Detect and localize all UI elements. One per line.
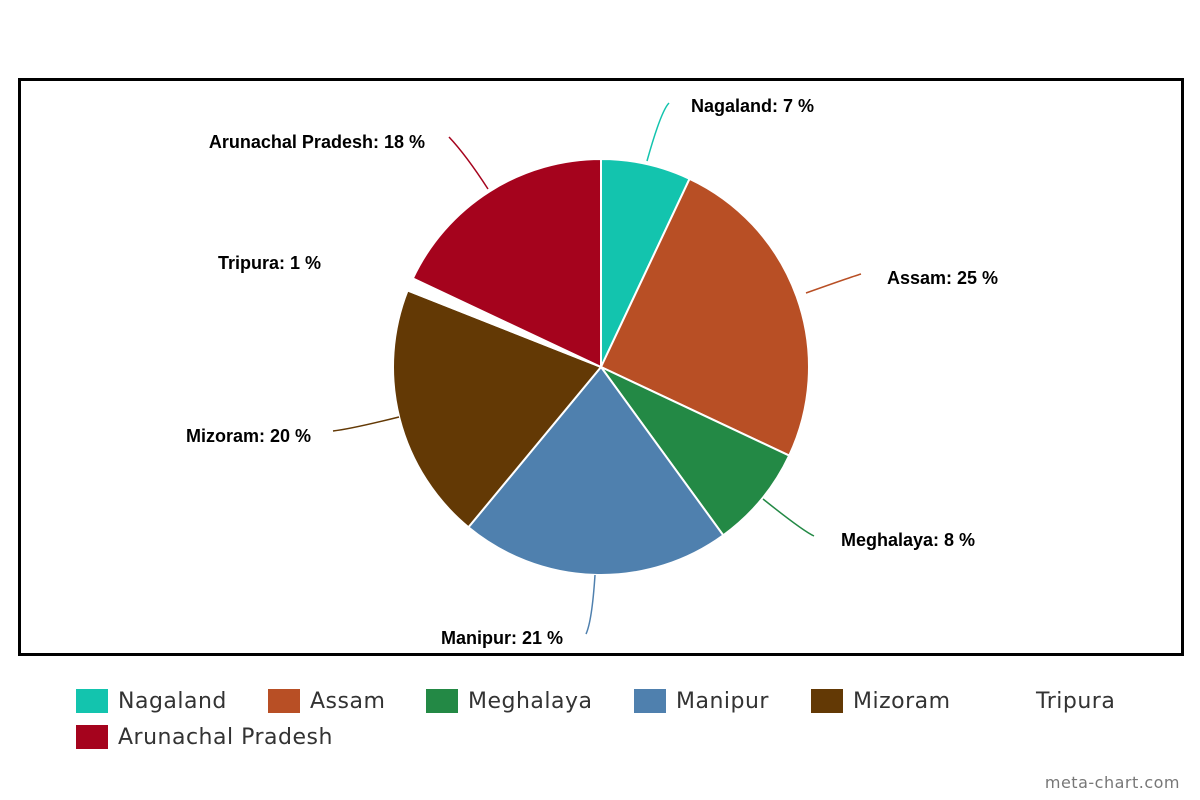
data-label-manipur: Manipur: 21 % — [441, 628, 563, 648]
legend-swatch-arunachal-pradesh — [76, 725, 108, 749]
pie-slice-manipur[interactable] — [467, 365, 725, 577]
legend-label-assam: Assam — [310, 688, 386, 714]
legend-swatch-tripura — [994, 689, 1026, 713]
credit-text: meta-chart.com — [1044, 773, 1180, 792]
pie-chart: Nagaland: 7 % Assam: 25 % Meghalaya: 8 % Ma… — [186, 96, 998, 648]
pie-slice-mizoram[interactable] — [392, 289, 603, 529]
legend-label-nagaland: Nagaland — [118, 688, 227, 714]
label-connector-meghalaya — [762, 498, 815, 537]
legend-item-tripura[interactable]: Tripura — [994, 688, 1115, 714]
legend-item-nagaland[interactable]: Nagaland — [76, 688, 227, 714]
legend-item-meghalaya[interactable]: Meghalaya — [426, 688, 593, 714]
label-connector-assam — [805, 273, 862, 294]
data-label-tripura: Tripura: 1 % — [218, 253, 321, 273]
label-connector-mizoram — [332, 416, 400, 432]
data-label-arunachal-pradesh: Arunachal Pradesh: 18 % — [209, 132, 425, 152]
legend-swatch-assam — [268, 689, 300, 713]
pie-slice-arunachal-pradesh[interactable] — [411, 157, 602, 369]
data-label-nagaland: Nagaland: 7 % — [691, 96, 814, 116]
pie-slice-meghalaya[interactable] — [600, 366, 791, 537]
legend-swatch-mizoram — [811, 689, 843, 713]
pie-slice-assam[interactable] — [599, 177, 810, 457]
legend-swatch-manipur — [634, 689, 666, 713]
legend-label-manipur: Manipur — [676, 688, 769, 714]
chart-frame: Nagaland: 7 % Assam: 25 % Meghalaya: 8 % Ma… — [18, 78, 1184, 656]
label-connector-arunachal-pradesh — [448, 136, 489, 190]
legend-item-mizoram[interactable]: Mizoram — [811, 688, 951, 714]
legend-label-meghalaya: Meghalaya — [468, 688, 593, 714]
legend-item-arunachal-pradesh[interactable]: Arunachal Pradesh — [76, 724, 333, 750]
data-label-mizoram: Mizoram: 20 % — [186, 426, 311, 446]
label-connector-manipur — [585, 574, 596, 635]
legend-swatch-meghalaya — [426, 689, 458, 713]
legend-label-arunachal-pradesh: Arunachal Pradesh — [118, 724, 333, 750]
data-label-assam: Assam: 25 % — [887, 268, 998, 288]
data-label-meghalaya: Meghalaya: 8 % — [841, 530, 975, 550]
legend-swatch-nagaland — [76, 689, 108, 713]
legend-item-manipur[interactable]: Manipur — [634, 688, 769, 714]
legend-item-assam[interactable]: Assam — [268, 688, 385, 714]
label-connector-nagaland — [646, 102, 670, 162]
legend-label-mizoram: Mizoram — [853, 688, 951, 714]
legend-label-tripura: Tripura — [1036, 688, 1116, 714]
